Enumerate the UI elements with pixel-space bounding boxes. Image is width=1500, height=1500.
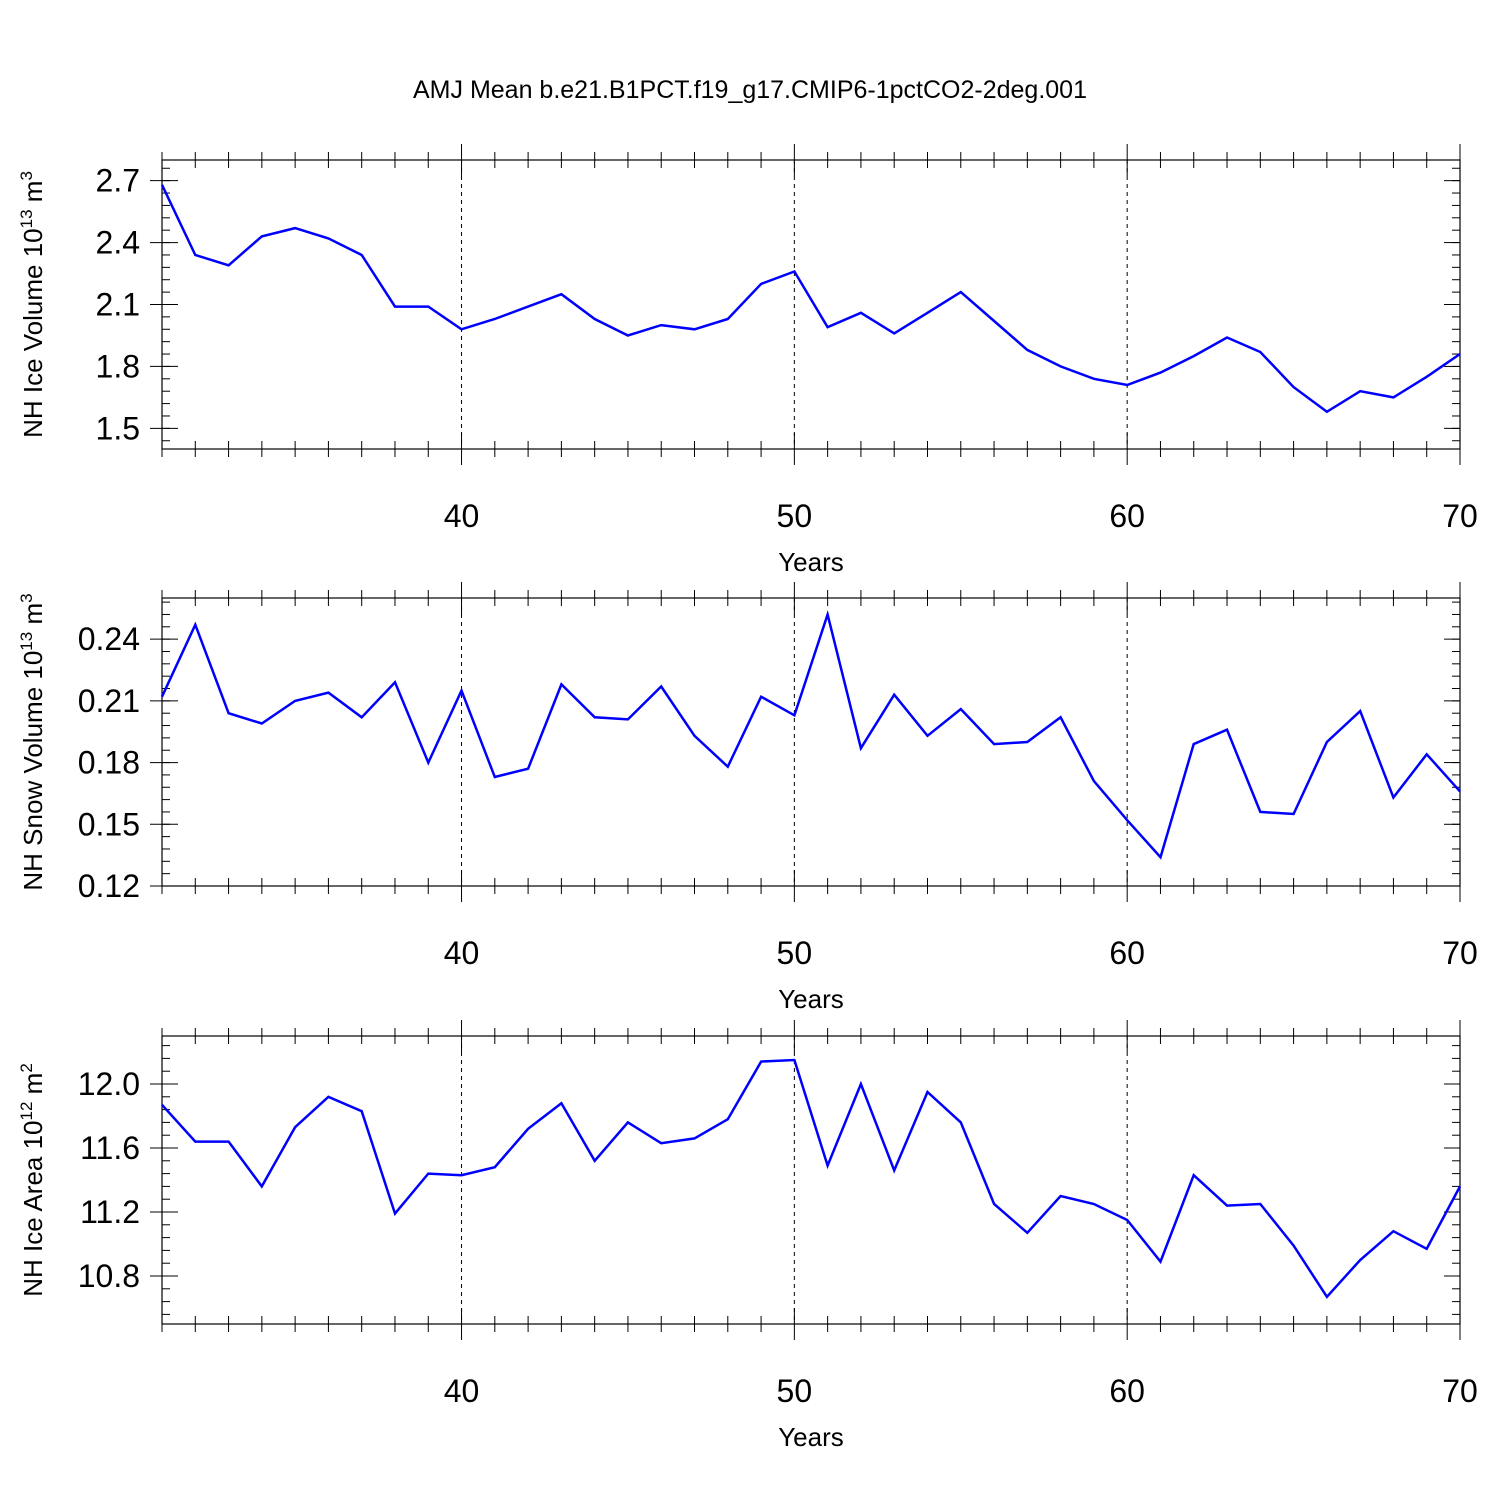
x-tick-label: 40: [444, 1373, 480, 1409]
y-axis-title-unit: m: [18, 1073, 48, 1102]
x-tick-label: 60: [1109, 1373, 1145, 1409]
y-axis-title-unit: m: [18, 603, 48, 632]
y-tick-label: 1.8: [96, 348, 140, 384]
x-axis-title: Years: [778, 1422, 844, 1452]
x-tick-label: 70: [1442, 935, 1478, 971]
y-tick-label: 11.2: [80, 1194, 140, 1230]
x-tick-label: 40: [444, 498, 480, 534]
plot-frame: [161, 597, 1461, 887]
y-tick-label: 0.15: [78, 806, 140, 842]
y-axis-title: NH Ice Volume 1013 m3: [17, 171, 48, 438]
panel-3: 10.8 11.2 11.6 12.0 40 50 60 70 Years NH Ice Area…: [17, 1020, 1478, 1452]
y-tick-label: 11.6: [80, 1130, 140, 1166]
y-axis-title-unit-exponent: 3: [17, 171, 36, 180]
x-tick-label: 40: [444, 935, 480, 971]
y-tick-label: 2.1: [96, 287, 140, 323]
y-tick-label: 10.8: [78, 1258, 140, 1294]
y-axis-title: NH Snow Volume 1013 m3: [17, 593, 48, 890]
panel-2: 0.12 0.15 0.18 0.21 0.24 40 50 60 70 Years NH Snow…: [17, 582, 1478, 1014]
x-axis-title: Years: [778, 984, 844, 1014]
x-tick-label: 50: [777, 935, 813, 971]
y-axis-title-text: NH Ice Volume 10: [18, 228, 48, 438]
series-line: [160, 609, 1461, 860]
y-axis-title-exponent: 13: [17, 632, 36, 651]
y-axis-title-exponent: 12: [17, 1102, 36, 1121]
y-axis-title-unit-exponent: 3: [17, 593, 36, 602]
x-tick-label: 50: [777, 1373, 813, 1409]
panel-1: 1.5 1.8 2.1 2.4 2.7 40 50 60 70 Years NH Ice Volum…: [17, 144, 1478, 577]
plot-frame: [161, 159, 1461, 450]
y-tick-label: 0.24: [78, 621, 140, 657]
x-tick-label: 70: [1442, 498, 1478, 534]
y-axis-title-exponent: 13: [17, 209, 36, 228]
x-tick-label: 60: [1109, 498, 1145, 534]
y-tick-label: 1.5: [96, 410, 140, 446]
series-line: [161, 1058, 1462, 1299]
y-tick-label: 0.18: [78, 745, 140, 781]
y-tick-label: 2.7: [96, 163, 140, 199]
x-tick-label: 50: [777, 498, 813, 534]
x-tick-label: 70: [1442, 1373, 1478, 1409]
y-tick-label: 0.21: [78, 683, 140, 719]
x-tick-label: 60: [1109, 935, 1145, 971]
chart-title: AMJ Mean b.e21.B1PCT.f19_g17.CMIP6-1pctC…: [413, 76, 1087, 104]
y-tick-label: 12.0: [78, 1066, 140, 1102]
y-axis-title-text: NH Snow Volume 10: [18, 651, 48, 891]
y-tick-label: 2.4: [96, 225, 140, 261]
y-axis-title: NH Ice Area 1012 m2: [17, 1063, 48, 1297]
y-axis-title-unit-exponent: 2: [17, 1063, 36, 1072]
chart-panels: 1.5 1.8 2.1 2.4 2.7 40 50 60 70 Years NH Ice Volum…: [17, 144, 1478, 1452]
y-tick-label: 0.12: [78, 868, 140, 904]
x-axis-title: Years: [778, 547, 844, 577]
series-line: [160, 184, 1461, 414]
plot-frame: [161, 1035, 1461, 1325]
y-axis-title-unit: m: [18, 181, 48, 210]
y-axis-title-text: NH Ice Area 10: [18, 1120, 48, 1296]
